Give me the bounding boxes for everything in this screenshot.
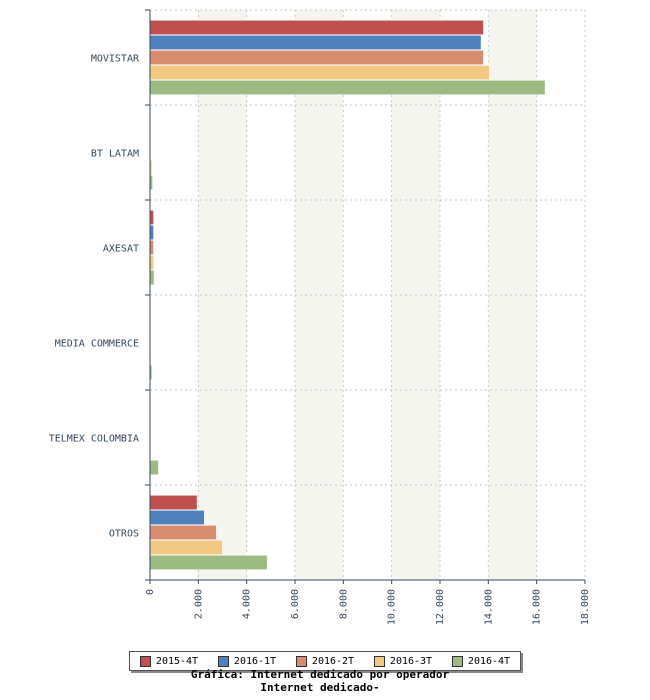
x-tick-label: 18.000 bbox=[580, 589, 591, 625]
x-tick-label: 4.000 bbox=[242, 589, 253, 619]
legend: 2015-4T 2016-1T 2016-2T 2016-3T 2016-4T bbox=[129, 651, 521, 671]
category-label: OTROS bbox=[109, 529, 139, 540]
tick-labels: 0 2.000 4.000 6.000 8.000 10.000 12.000 14.000 1… bbox=[145, 589, 591, 625]
legend-item[interactable]: 2016-4T bbox=[451, 655, 511, 667]
bar bbox=[149, 239, 154, 256]
bar bbox=[149, 49, 484, 66]
legend-label: 2016-2T bbox=[311, 655, 355, 667]
legend-label: 2016-1T bbox=[233, 655, 277, 667]
x-tick-label: 0 bbox=[145, 589, 156, 595]
x-tick-label: 2.000 bbox=[193, 589, 204, 619]
bar bbox=[149, 64, 490, 81]
legend-swatch bbox=[139, 655, 151, 667]
legend-item[interactable]: 2016-2T bbox=[295, 655, 355, 667]
legend-swatch bbox=[295, 655, 307, 667]
bar bbox=[149, 79, 546, 96]
bar bbox=[149, 554, 268, 571]
bar-chart: MOVISTAR BT LATAM AXESAT MEDIA COMMERCE TELM… bbox=[49, 9, 591, 625]
bar bbox=[149, 34, 482, 51]
chart-caption-line1: Gráfica: Internet dedicado por operador bbox=[190, 668, 450, 681]
category-label: TELMEX COLOMBIA bbox=[49, 434, 139, 445]
axes bbox=[145, 9, 586, 584]
x-tick-label: 6.000 bbox=[290, 589, 301, 619]
legend-label: 2015-4T bbox=[155, 655, 199, 667]
category-label: BT LATAM bbox=[91, 149, 139, 160]
bar bbox=[149, 524, 217, 541]
legend-item[interactable]: 2016-3T bbox=[373, 655, 433, 667]
grid-lines bbox=[150, 9, 586, 580]
legend-swatch bbox=[373, 655, 385, 667]
category-label: MEDIA COMMERCE bbox=[55, 339, 139, 350]
bar bbox=[149, 209, 154, 226]
bar bbox=[149, 459, 159, 476]
legend-swatch bbox=[451, 655, 463, 667]
x-tick-label: 14.000 bbox=[483, 589, 494, 625]
x-tick-label: 10.000 bbox=[387, 589, 398, 625]
bar bbox=[149, 269, 155, 286]
bar bbox=[149, 494, 198, 511]
x-tick-label: 8.000 bbox=[338, 589, 349, 619]
x-tick-label: 12.000 bbox=[435, 589, 446, 625]
bar bbox=[149, 254, 154, 271]
legend-swatch bbox=[217, 655, 229, 667]
x-tick-label: 16.000 bbox=[532, 589, 543, 625]
legend-item[interactable]: 2016-1T bbox=[217, 655, 277, 667]
legend-label: 2016-4T bbox=[467, 655, 511, 667]
category-labels: MOVISTAR BT LATAM AXESAT MEDIA COMMERCE TELM… bbox=[49, 54, 140, 540]
bar bbox=[149, 509, 205, 526]
chart-caption-line2: Internet dedicado- bbox=[260, 681, 380, 694]
legend-item[interactable]: 2015-4T bbox=[139, 655, 199, 667]
bar bbox=[149, 539, 223, 556]
bar bbox=[149, 224, 154, 241]
legend-label: 2016-3T bbox=[389, 655, 433, 667]
bar bbox=[149, 19, 484, 36]
category-label: AXESAT bbox=[103, 244, 139, 255]
category-label: MOVISTAR bbox=[91, 54, 140, 65]
